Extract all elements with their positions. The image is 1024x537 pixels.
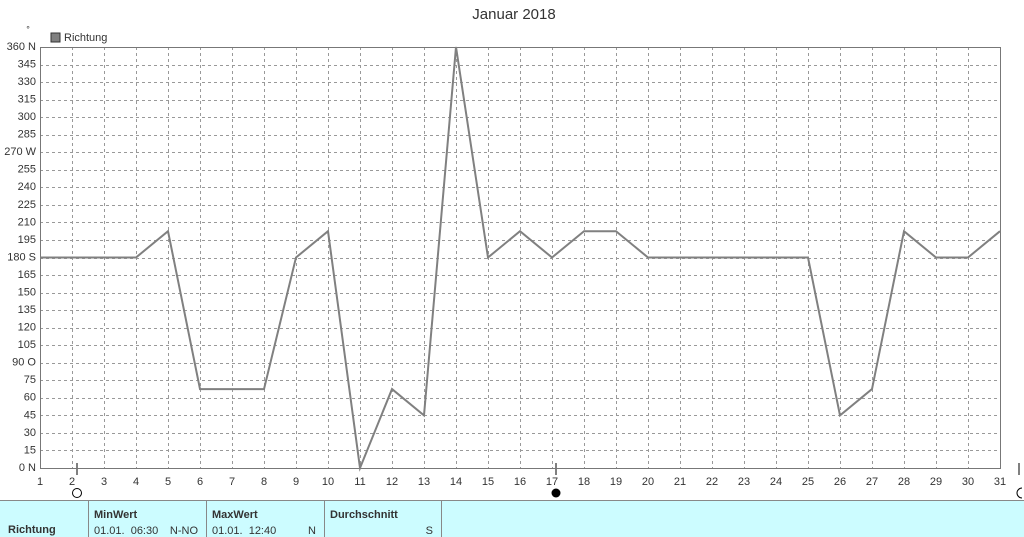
y-tick-label: 270 W [4,146,36,158]
y-tick-label: 150 [18,286,36,298]
y-tick-label: 240 [18,181,36,193]
x-tick-label: 5 [165,476,171,488]
x-tick-label: 28 [898,476,910,488]
x-tick-label: 1 [37,476,43,488]
x-tick-label: 23 [738,476,750,488]
x-tick-label: 21 [674,476,686,488]
x-tick-label: 30 [962,476,974,488]
table-bg [0,500,1024,537]
y-tick-label: 120 [18,322,36,334]
x-tick-label: 11 [354,476,365,488]
y-tick-label: 90 O [12,357,36,369]
y-tick-label: 210 [18,216,36,228]
y-tick-label: 345 [18,58,36,70]
table-header: MinWert [94,509,138,521]
legend-label: Richtung [64,32,107,44]
x-tick-label: 24 [770,476,782,488]
x-tick-label: 25 [802,476,814,488]
table-value: N [308,525,316,537]
y-tick-label: 45 [24,409,36,421]
x-tick-label: 29 [930,476,942,488]
x-tick-label: 22 [706,476,718,488]
table-header: Durchschnitt [330,509,398,521]
x-tick-label: 7 [229,476,235,488]
x-tick-label: 6 [197,476,203,488]
x-tick-label: 17 [546,476,558,488]
x-tick-label: 12 [386,476,398,488]
table-time: 01.01. 12:40 [212,525,276,537]
y-tick-label: 135 [18,304,36,316]
y-tick-label: 15 [24,444,36,456]
x-tick-label: 18 [578,476,590,488]
x-tick-label: 10 [322,476,334,488]
y-tick-label: 180 S [7,251,36,263]
x-tick-label: 9 [293,476,299,488]
y-tick-label: 105 [18,339,36,351]
x-tick-label: 2 [69,476,75,488]
x-tick-label: 20 [642,476,654,488]
x-tick-label: 14 [450,476,462,488]
chart-title: Januar 2018 [472,6,555,23]
legend-swatch [50,32,61,43]
y-tick-label: 315 [18,94,36,106]
y-tick-label: 75 [24,374,36,386]
x-tick-label: 15 [482,476,494,488]
x-tick-label: 19 [610,476,622,488]
y-tick-label: 300 [18,111,36,123]
moon-crescent [1016,487,1023,499]
x-tick-label: 3 [101,476,107,488]
y-tick-label: 285 [18,129,36,141]
y-tick-label: 255 [18,164,36,176]
moon-full [551,488,561,498]
y-tick-label: 165 [18,269,36,281]
y-tick-label: 60 [24,392,36,404]
x-tick-label: 16 [514,476,526,488]
table-time: 01.01. 06:30 [94,525,158,537]
x-tick-label: 13 [418,476,430,488]
table-borders [0,500,1024,537]
table-row-label: Richtung [8,524,56,536]
y-tick-label: 360 N [7,41,36,53]
y-tick-label: 0 N [19,462,36,474]
y-tick-label: 225 [18,199,36,211]
table-value: N-NO [170,525,199,537]
y-tick-label: 330 [18,76,36,88]
table-header: MaxWert [212,509,258,521]
x-tick-label: 27 [866,476,878,488]
x-tick-label: 8 [261,476,267,488]
table-value: S [426,525,433,537]
unit-label: ° [26,24,30,34]
x-tick-label: 26 [834,476,846,488]
data-line [40,46,1001,472]
moon-new [72,488,82,498]
x-tick-label: 31 [994,476,1006,488]
y-tick-label: 30 [24,427,36,439]
x-tick-label: 4 [133,476,139,488]
y-tick-label: 195 [18,234,36,246]
